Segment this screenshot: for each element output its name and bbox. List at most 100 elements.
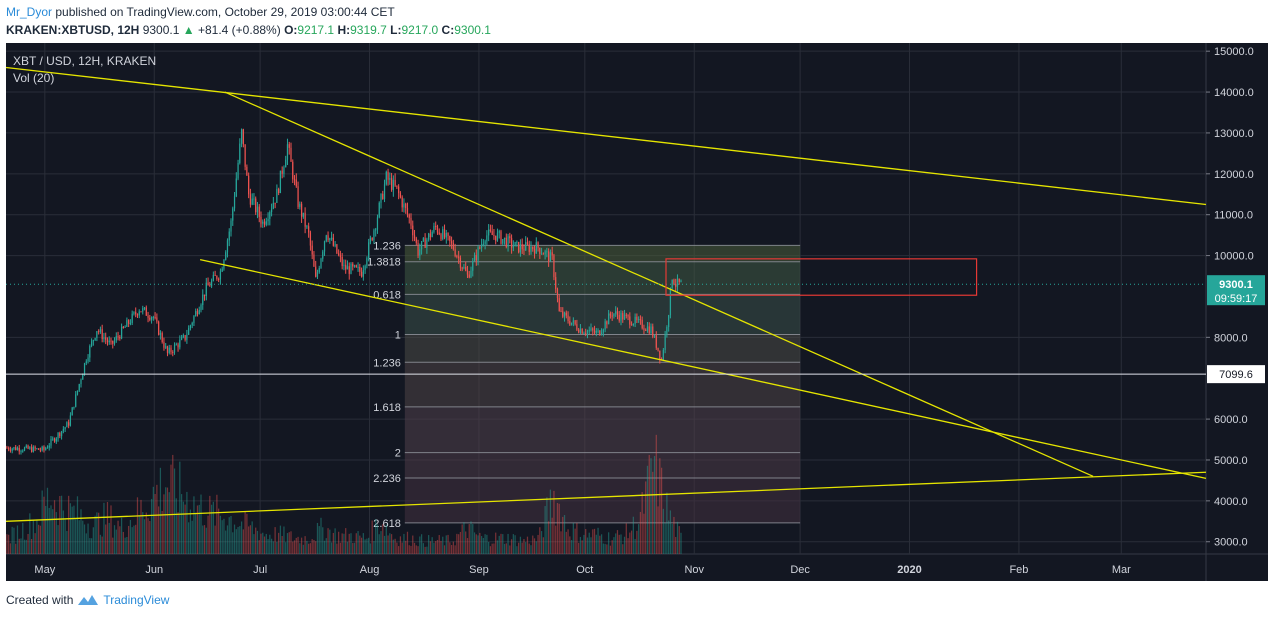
candle-body (346, 266, 349, 270)
candle-body (242, 129, 244, 145)
candle-body (593, 330, 596, 333)
volume-bar (226, 525, 229, 554)
volume-bar (39, 525, 42, 554)
candle-body (586, 330, 589, 334)
candle-body (350, 263, 352, 274)
candle-body (172, 351, 174, 353)
candle-body (341, 256, 343, 266)
candle-body (117, 336, 119, 338)
candle-body (609, 313, 612, 316)
candle-body (472, 260, 474, 271)
volume-bar (112, 537, 114, 554)
tradingview-link[interactable]: TradingView (103, 593, 170, 607)
candle-body (489, 229, 492, 232)
volume-bar (323, 540, 326, 554)
volume-bar (228, 517, 230, 554)
candle-body (546, 251, 548, 253)
volume-bar (479, 532, 481, 554)
volume-bar (110, 505, 112, 554)
candle-body (516, 241, 518, 243)
volume-bar (595, 534, 597, 554)
candle-body (85, 361, 87, 364)
candle-body (558, 298, 560, 312)
volume-bar (588, 532, 590, 554)
volume-bar (648, 454, 650, 554)
candle-body (16, 447, 19, 450)
volume-bar (265, 533, 267, 554)
candle-body (496, 232, 499, 241)
time-axis[interactable] (6, 554, 1268, 581)
candle-body (83, 363, 86, 375)
candle-body (36, 448, 38, 450)
candle-body (304, 212, 306, 227)
resistance-zone[interactable] (665, 258, 978, 296)
candle-body (260, 216, 262, 224)
candle-body (498, 231, 500, 233)
candle-body (371, 237, 373, 240)
candle-body (318, 267, 320, 273)
price-chart[interactable]: 1.236 1.3818 0.618 1 1.236 1.618 2 2.236 2.618 1… (0, 41, 1274, 582)
volume-bar (387, 535, 389, 554)
support-price-tag (1207, 365, 1265, 384)
volume-bar (503, 543, 506, 554)
volume-bar (52, 509, 54, 554)
candle-body (165, 346, 167, 348)
volume-bar (579, 536, 582, 554)
candle-body (122, 326, 124, 328)
fib-level-label: 1.618 (373, 402, 401, 414)
candle-body (445, 232, 447, 238)
trendlines[interactable] (5, 66, 1207, 522)
candle-body (583, 333, 585, 335)
volume-bar (606, 544, 608, 554)
price-tick-label: 4000.0 (1214, 496, 1248, 508)
candle-body (22, 450, 24, 452)
candle-body (106, 339, 109, 343)
volume-bar (475, 534, 477, 554)
price-tick-label: 13000.0 (1214, 128, 1254, 140)
candle-body (544, 251, 546, 255)
volume-bar (556, 502, 559, 554)
volume-bar (562, 516, 564, 554)
volume-bar (119, 526, 121, 554)
volume-bar (495, 532, 497, 554)
volume-bar (484, 534, 486, 554)
volume-bar (623, 536, 626, 554)
volume-bar (373, 541, 375, 554)
volume-bar (255, 527, 257, 554)
candle-body (359, 267, 361, 272)
candle-body (166, 346, 169, 353)
volume-bar (362, 533, 364, 554)
volume-bar (209, 495, 211, 554)
volume-bar (150, 498, 153, 554)
candle-body (403, 203, 405, 208)
fibonacci-extension: 1.236 1.3818 0.618 1 1.236 1.618 2 2.236 2.618 (367, 240, 801, 530)
volume-bar (101, 536, 103, 554)
volume-bar (179, 461, 181, 554)
volume-bar (382, 524, 384, 554)
author-link[interactable]: Mr_Dyor (6, 5, 53, 19)
candle-body (503, 237, 506, 240)
volume-bar (334, 528, 336, 554)
volume-bar (279, 525, 282, 554)
candle-body (290, 147, 292, 162)
candle-body (401, 197, 403, 208)
volume-bar (286, 533, 289, 554)
last-price: 9300.1 (142, 23, 180, 37)
candle-body (25, 445, 27, 448)
candle-body (429, 233, 432, 238)
candle-body (170, 347, 172, 352)
volume-bar (124, 537, 126, 554)
candle-body (248, 175, 250, 195)
volume-bar (73, 505, 75, 554)
volume-bar (634, 538, 636, 554)
candle-body (638, 319, 640, 321)
candle-body (680, 280, 682, 282)
candle-body (426, 239, 428, 248)
volume-bar (346, 541, 349, 554)
candle-body (627, 315, 629, 317)
candle-body (202, 294, 204, 306)
volume-bar (152, 486, 154, 554)
candle-body (646, 326, 649, 331)
candle-body (69, 415, 72, 426)
volume-bar (401, 542, 403, 554)
